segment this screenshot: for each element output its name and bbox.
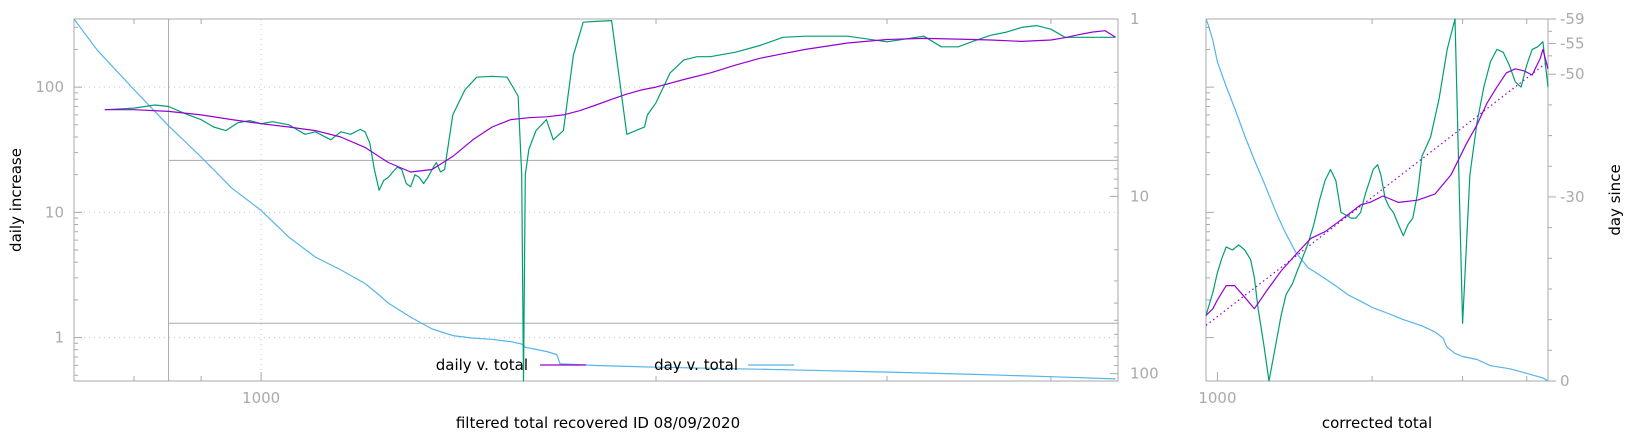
right-x-axis-label: corrected total [1322,414,1432,432]
plot-frame [1205,18,1549,382]
y-tick-label: 10 [45,203,64,221]
y2-tick-label: -59 [1560,10,1585,28]
right-y-axis-label: day since [1606,164,1624,235]
legend: daily v. total day v. total [436,356,794,374]
series-raw-line [104,20,1116,382]
x-tick-label: 1000 [242,389,280,407]
series-day-line [73,18,1116,380]
y2-tick-label: 10 [1130,187,1149,205]
right-plot: 1000 -59 -55 -50 -30 0 [1198,10,1584,407]
left-plot: 1000 1 10 100 1 10 100 [35,10,1158,407]
y-tick-label: 1 [54,329,64,347]
legend-day-label: day v. total [654,356,738,374]
x-tick-label: 1000 [1198,389,1236,407]
series-daily-line [1205,48,1549,316]
series-day-line [1205,18,1549,382]
series-fit-line [1205,61,1549,326]
legend-daily-label: daily v. total [436,356,528,374]
series-raw-line [1205,18,1549,382]
y2-tick-label: -30 [1560,188,1585,206]
y2-tick-label: -55 [1560,35,1585,53]
y2-tick-label: 100 [1130,365,1159,383]
plot-frame [73,18,1119,382]
left-y-axis-label: daily increase [7,148,25,252]
y2-tick-label: 0 [1560,372,1570,390]
y2-tick-label: -50 [1560,65,1585,83]
y-tick-label: 100 [35,78,64,96]
series-daily-line [104,30,1116,173]
left-x-axis-label: filtered total recovered ID 08/09/2020 [456,414,740,432]
y2-tick-label: 1 [1130,10,1140,28]
